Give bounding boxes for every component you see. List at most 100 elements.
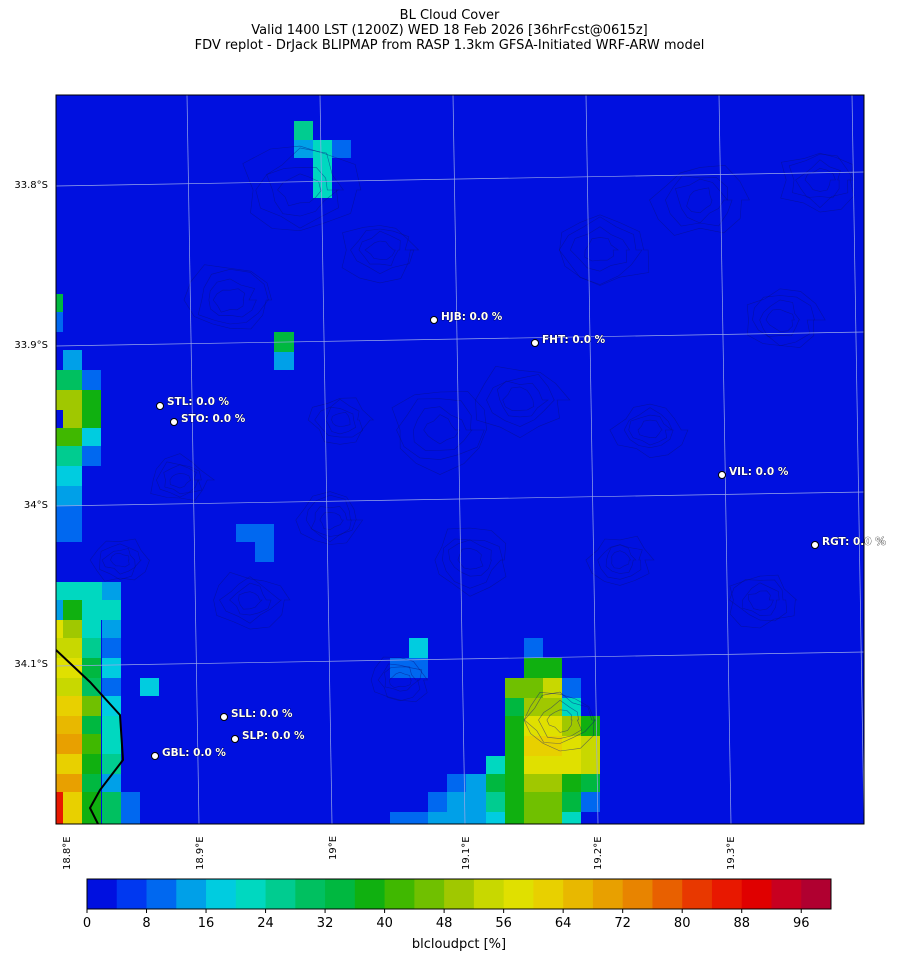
colorbar-tick-label: 0 xyxy=(83,916,91,931)
cloud-cell xyxy=(524,792,562,812)
terrain-contour xyxy=(314,398,364,438)
terrain-contour xyxy=(169,473,192,489)
colorbar-segment xyxy=(622,879,653,909)
meridian-line xyxy=(452,95,466,824)
cloud-cell xyxy=(524,698,562,716)
terrain-contour xyxy=(741,582,780,616)
cloud-cell xyxy=(82,678,101,696)
terrain-contour xyxy=(377,663,423,702)
terrain-contour xyxy=(396,398,485,460)
station-marker xyxy=(430,316,438,324)
terrain-contour xyxy=(99,543,142,580)
colorbar-ticks: 0 8 16 24 32 40 48 56 64 72 80 88 96 xyxy=(83,909,810,931)
station-marker xyxy=(531,339,539,347)
colorbar-segment xyxy=(652,879,683,909)
colorbar-segment xyxy=(295,879,326,909)
cloud-cell xyxy=(505,756,524,774)
cloud-cell xyxy=(524,812,562,824)
colorbar-segment xyxy=(146,879,177,909)
terrain-contour xyxy=(649,164,750,236)
cloud-cell xyxy=(447,774,466,792)
station-vil[interactable]: VIL: 0.0 % xyxy=(718,466,789,479)
station-label: STL: 0.0 % xyxy=(167,396,230,408)
cloud-cell xyxy=(524,638,543,658)
cloud-cell xyxy=(82,620,101,638)
lon-axis: 18.8°E 18.9°E 19°E 19.1°E 19.2°E 19.3°E xyxy=(62,836,737,870)
station-sll[interactable]: SLL: 0.0 % xyxy=(220,708,294,721)
cloud-cell xyxy=(505,812,524,824)
station-label: SLL: 0.0 % xyxy=(231,708,293,720)
terrain-contour xyxy=(350,228,415,275)
terrain-contour xyxy=(319,512,344,531)
colorbar-segment xyxy=(741,879,772,909)
cloud-cell xyxy=(102,658,121,678)
colorbar-segment xyxy=(503,879,534,909)
terrain-contour xyxy=(546,709,573,733)
terrain-contour xyxy=(442,538,504,589)
graticule xyxy=(56,95,864,824)
station-rgt[interactable]: RGT: 0.0 % xyxy=(811,536,887,549)
lat-label: 34.1°S xyxy=(14,659,48,670)
cloud-cell xyxy=(274,352,294,370)
colorbar-segment xyxy=(116,879,148,909)
terrain-contour xyxy=(341,225,420,284)
colorbar-segment xyxy=(87,879,118,909)
lat-label: 33.9°S xyxy=(14,340,48,351)
station-hjb[interactable]: HJB: 0.0 % xyxy=(430,311,503,324)
terrain-contour xyxy=(384,666,420,692)
terrain-contour xyxy=(804,167,836,192)
terrain-contour xyxy=(238,591,263,610)
colorbar-tick-label: 56 xyxy=(495,916,512,931)
terrain-contour xyxy=(434,527,507,597)
cloud-cell xyxy=(562,736,581,756)
terrain-contour xyxy=(197,268,269,325)
colorbar-segment xyxy=(176,879,207,909)
cloud-cell xyxy=(56,774,82,792)
map-frame xyxy=(55,94,865,825)
cloud-cell xyxy=(140,678,159,696)
lon-label: 18.8°E xyxy=(62,836,73,870)
cloud-cell xyxy=(562,792,581,812)
terrain-contour xyxy=(150,453,216,501)
terrain-contour xyxy=(486,374,556,427)
lat-axis: 33.8°S 33.9°S 34°S 34.1°S xyxy=(14,180,48,670)
colorbar-tick-label: 8 xyxy=(142,916,150,931)
station-slp[interactable]: SLP: 0.0 % xyxy=(231,730,306,743)
colorbar-tick-label: 64 xyxy=(555,916,572,931)
meridian-line xyxy=(585,95,599,824)
coastline xyxy=(56,649,125,824)
station-fht[interactable]: FHT: 0.0 % xyxy=(531,334,606,347)
terrain-contour xyxy=(609,403,689,459)
terrain-contour xyxy=(597,544,643,580)
station-marker xyxy=(151,752,159,760)
colorbar: 0 8 16 24 32 40 48 56 64 72 80 88 96 blcloudpct [%] xyxy=(83,878,832,952)
cloud-cell xyxy=(56,370,82,390)
colorbar-segment xyxy=(682,879,713,909)
terrain-contour xyxy=(305,494,357,543)
station-gbl[interactable]: GBL: 0.0 % xyxy=(151,747,227,760)
terrain-contour xyxy=(502,386,535,411)
title-line-2: Valid 1400 LST (1200Z) WED 18 Feb 2026 [… xyxy=(251,23,648,38)
colorbar-segment xyxy=(325,879,356,909)
cloud-cell xyxy=(102,754,121,774)
cloud-cell xyxy=(390,812,428,824)
cloud-cell xyxy=(56,446,82,466)
terrain-contour xyxy=(665,175,733,227)
stations: HJB: 0.0 % FHT: 0.0 % STL: 0.0 % STO: 0.… xyxy=(151,311,887,760)
cloud-cell xyxy=(63,600,82,620)
cloud-cell xyxy=(524,736,562,756)
colorbar-segment xyxy=(563,879,594,909)
cloud-cell xyxy=(102,582,121,600)
station-stl[interactable]: STL: 0.0 % xyxy=(156,396,230,410)
terrain-contour xyxy=(523,691,595,752)
meridian-line xyxy=(319,95,333,824)
cloud-cell xyxy=(505,716,524,736)
colorbar-segment xyxy=(473,879,505,909)
colorbar-tick-label: 80 xyxy=(674,916,691,931)
colorbar-segments xyxy=(87,879,832,909)
cloud-cell xyxy=(409,638,428,658)
cloud-cell xyxy=(236,524,274,542)
station-sto[interactable]: STO: 0.0 % xyxy=(170,413,246,426)
terrain-contour xyxy=(538,699,582,739)
station-label: HJB: 0.0 % xyxy=(441,311,503,323)
